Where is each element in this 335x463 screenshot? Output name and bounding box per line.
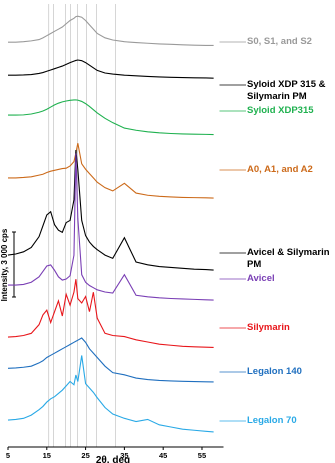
series-label: Avicel xyxy=(247,273,275,284)
series-label: Legalon 140 xyxy=(247,366,302,377)
x-tick-label: 45 xyxy=(159,451,167,460)
y-axis-label: Intensity, 3 000 cps xyxy=(0,228,9,301)
series-label: Syloid XDP 315 & Silymarin PM xyxy=(247,79,326,102)
trace xyxy=(8,59,214,79)
x-tick-label: 55 xyxy=(198,451,206,460)
trace xyxy=(7,337,214,383)
series-label: Avicel & Silymarin PM xyxy=(247,247,330,270)
series-label: Legalon 70 xyxy=(247,415,297,426)
trace xyxy=(8,15,214,46)
trace xyxy=(8,99,214,136)
x-tick-label: 5 xyxy=(6,451,10,460)
trace xyxy=(8,143,214,199)
x-tick-label: 25 xyxy=(81,451,89,460)
trace xyxy=(7,355,214,433)
series-label: S0, S1, and S2 xyxy=(247,36,312,47)
series-label: Syloid XDP315 xyxy=(247,105,314,116)
series-label: Silymarin xyxy=(247,322,290,333)
trace xyxy=(7,279,214,348)
x-tick-label: 35 xyxy=(120,451,128,460)
trace xyxy=(7,149,214,271)
trace xyxy=(8,153,214,301)
x-tick-label: 15 xyxy=(43,451,51,460)
x-axis-label: 2θ, deg xyxy=(96,455,130,463)
series-label: A0, A1, and A2 xyxy=(247,164,313,175)
